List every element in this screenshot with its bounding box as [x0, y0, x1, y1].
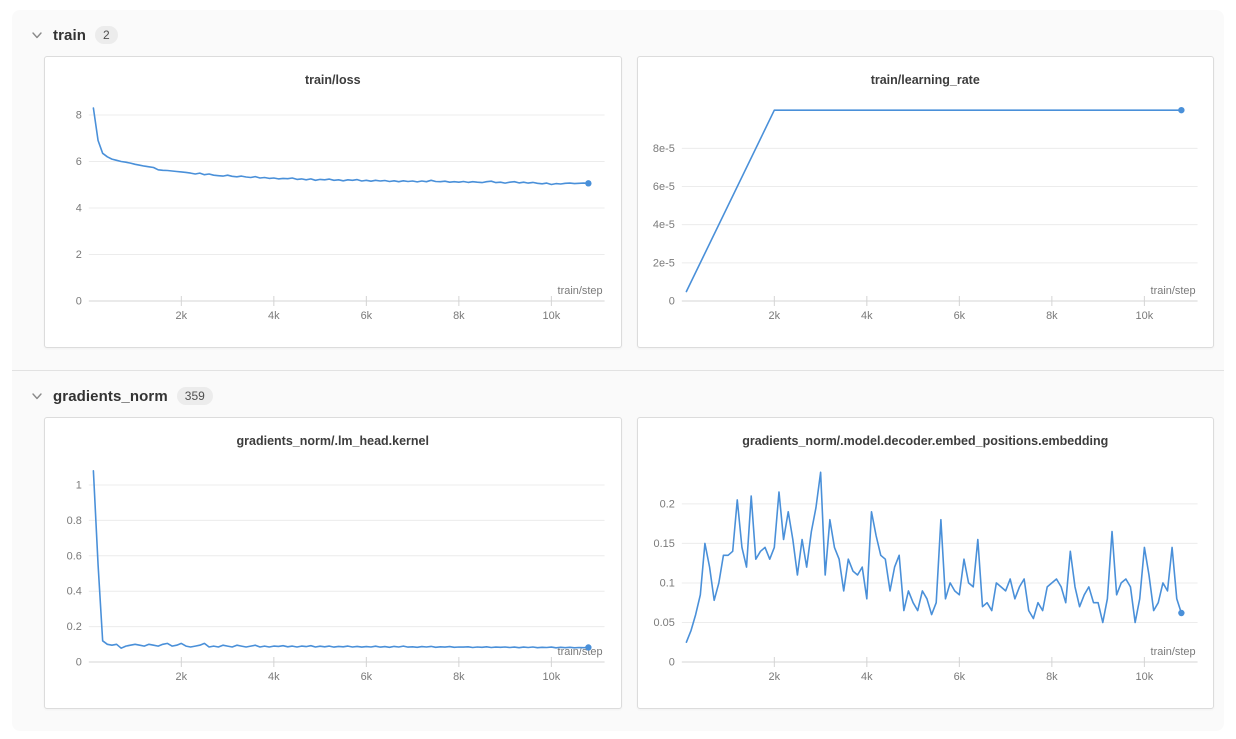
x-tick-label: 8k [1046, 671, 1058, 683]
x-tick-label: 10k [1135, 310, 1153, 322]
chevron-down-icon[interactable] [30, 28, 44, 42]
y-tick-label: 1 [76, 479, 82, 491]
x-axis-label: train/step [1150, 646, 1195, 658]
y-tick-label: 0.15 [653, 538, 674, 550]
y-tick-label: 6e-5 [652, 181, 674, 193]
line-chart-lm-head-kernel[interactable]: 0 0.2 0.4 0.6 0.8 1 2k 4k 6k 8k 10k train/step [45, 418, 621, 708]
chart-title: train/learning_rate [870, 73, 980, 87]
y-tick-label: 0.05 [653, 617, 674, 629]
section-gradients-norm: gradients_norm 359 gradients_norm/.lm_he… [12, 370, 1224, 731]
x-tick-label: 2k [176, 310, 188, 322]
x-tick-label: 6k [953, 310, 965, 322]
x-tick-label: 4k [861, 671, 873, 683]
y-tick-label: 0.2 [67, 621, 82, 633]
section-title: train [53, 26, 87, 44]
series-line [92, 107, 590, 186]
y-tick-label: 0.6 [67, 550, 82, 562]
y-tick-label: 4e-5 [652, 219, 674, 231]
chart-panel-train-learning-rate[interactable]: train/learning_rate 0 2e-5 4e-5 6e-5 8e-5 2k 4… [636, 56, 1214, 348]
panel-count-badge: 359 [176, 387, 213, 405]
x-tick-label: 2k [768, 310, 780, 322]
y-tick-label: 6 [76, 156, 82, 168]
line-chart-train-loss[interactable]: 0 2 4 6 8 2k 4k 6k 8k 10k train/step [45, 57, 621, 347]
x-axis-label: train/step [1150, 285, 1195, 297]
x-tick-label: 6k [361, 310, 373, 322]
last-point-marker [585, 180, 592, 187]
y-tick-label: 2e-5 [652, 257, 674, 269]
y-tick-label: 0 [76, 295, 82, 307]
chevron-down-icon[interactable] [30, 389, 44, 403]
x-tick-label: 4k [268, 671, 280, 683]
chart-title: gradients_norm/.model.decoder.embed_posi… [742, 434, 1109, 448]
section-train: train 2 train/loss 0 2 4 6 8 2k 4k 6k 8k 10k train… [12, 10, 1224, 370]
chart-title: gradients_norm/.lm_head.kernel [236, 434, 429, 448]
x-tick-label: 4k [861, 310, 873, 322]
last-point-marker [585, 644, 592, 651]
x-tick-label: 2k [176, 671, 188, 683]
y-tick-label: 0 [76, 656, 82, 668]
series-line [685, 471, 1182, 643]
x-tick-label: 8k [453, 671, 465, 683]
section-header-gradients-norm[interactable]: gradients_norm 359 [12, 381, 1224, 411]
y-tick-label: 0.8 [67, 515, 82, 527]
x-tick-label: 10k [543, 671, 561, 683]
x-tick-label: 8k [1046, 310, 1058, 322]
chart-title: train/loss [304, 73, 361, 87]
y-tick-label: 0 [668, 656, 674, 668]
y-tick-label: 0.4 [67, 586, 82, 598]
chart-panel-train-loss[interactable]: train/loss 0 2 4 6 8 2k 4k 6k 8k 10k train/step [44, 56, 622, 348]
y-tick-label: 8 [76, 109, 82, 121]
y-tick-label: 2 [76, 249, 82, 261]
section-header-train[interactable]: train 2 [12, 20, 1224, 50]
y-tick-label: 0 [668, 295, 674, 307]
line-chart-train-learning-rate[interactable]: 0 2e-5 4e-5 6e-5 8e-5 2k 4k 6k 8k 10k train/step [638, 57, 1214, 347]
x-tick-label: 8k [453, 310, 465, 322]
x-tick-label: 6k [953, 671, 965, 683]
y-tick-label: 0.2 [659, 498, 674, 510]
series-line [92, 469, 590, 649]
x-tick-label: 6k [361, 671, 373, 683]
y-tick-label: 0.1 [659, 577, 674, 589]
x-tick-label: 4k [268, 310, 280, 322]
y-tick-label: 4 [76, 202, 82, 214]
chart-panel-gradients-norm-embed-positions[interactable]: gradients_norm/.model.decoder.embed_posi… [636, 417, 1214, 709]
panel-count-badge: 2 [95, 26, 118, 44]
x-axis-label: train/step [558, 646, 603, 658]
last-point-marker [1177, 106, 1185, 114]
x-axis-label: train/step [558, 285, 603, 297]
x-tick-label: 10k [1135, 671, 1153, 683]
panel-row: train/loss 0 2 4 6 8 2k 4k 6k 8k 10k train/step tr… [12, 56, 1224, 348]
panel-row: gradients_norm/.lm_head.kernel 0 0.2 0.4 0.… [12, 417, 1224, 709]
chart-panel-gradients-norm-lm-head-kernel[interactable]: gradients_norm/.lm_head.kernel 0 0.2 0.4 0.… [44, 417, 622, 709]
y-tick-label: 8e-5 [652, 143, 674, 155]
metrics-dashboard: train 2 train/loss 0 2 4 6 8 2k 4k 6k 8k 10k train… [12, 10, 1224, 731]
line-chart-embed-positions-embedding[interactable]: 0 0.05 0.1 0.15 0.2 2k 4k 6k 8k 10k train/step [638, 418, 1214, 708]
x-tick-label: 10k [543, 310, 561, 322]
series-line [685, 109, 1182, 293]
section-title: gradients_norm [53, 387, 168, 405]
x-tick-label: 2k [768, 671, 780, 683]
last-point-marker [1177, 609, 1185, 617]
